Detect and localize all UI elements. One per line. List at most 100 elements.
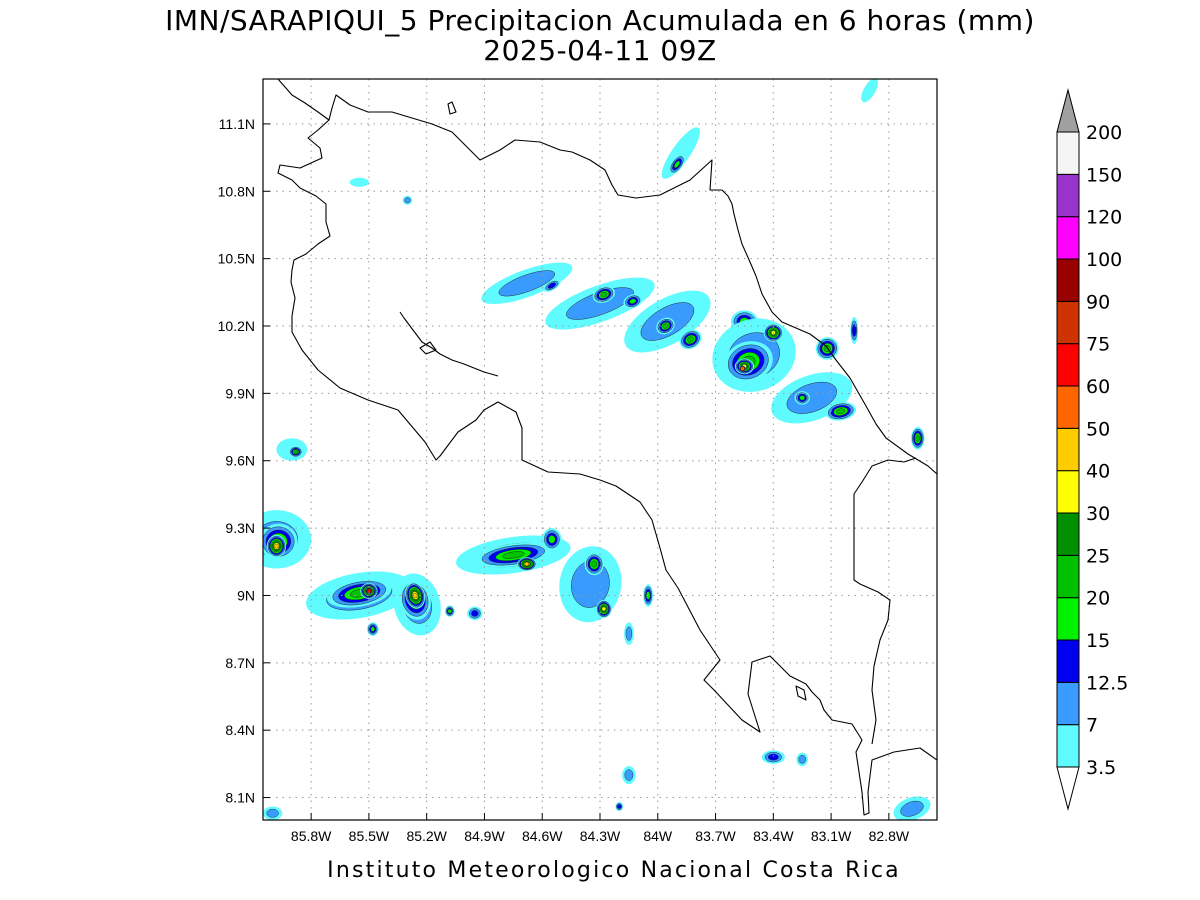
precip-contour-20 — [591, 560, 598, 568]
axis-tick-labels: 85.8W 85.5W 85.2W 84.9W 84.6W 84.3W 84W 83.7W 83… — [218, 116, 910, 844]
lat-tick-label: 9.3N — [225, 520, 255, 536]
precip-cell — [596, 599, 612, 618]
colorbar-label: 12.5 — [1086, 672, 1128, 694]
precip-contour-15 — [645, 591, 651, 600]
colorbar-swatch — [1056, 681, 1080, 726]
precip-cell — [911, 427, 925, 450]
precip-contour-40 — [524, 561, 530, 567]
colorbar-over-triangle — [1056, 88, 1080, 133]
precip-contour-3-5 — [349, 177, 369, 187]
panama-border — [853, 457, 917, 745]
precip-contour-7 — [900, 800, 924, 817]
precip-cell — [622, 766, 636, 785]
precip-cell — [615, 802, 624, 812]
colorbar-swatch — [1056, 216, 1080, 260]
precip-cell — [761, 750, 785, 764]
lon-tick-label: 83.4W — [753, 828, 794, 844]
lat-tick-label: 8.4N — [225, 722, 255, 738]
lon-tick-label: 85.8W — [291, 828, 332, 844]
precip-contour-20 — [687, 336, 694, 343]
colorbar-swatch — [1056, 258, 1080, 302]
map-title-line1: IMN/SARAPIQUI_5 Precipitacion Acumulada … — [165, 4, 1035, 37]
lat-tick-label: 10.8N — [218, 183, 255, 199]
island-north — [447, 101, 457, 115]
colorbar-swatch — [1056, 300, 1080, 345]
precip-contour-7 — [625, 626, 633, 641]
map-plot-area — [262, 78, 938, 821]
caribbean-coast — [721, 189, 937, 475]
colorbar-label: 40 — [1086, 461, 1110, 483]
colorbar-label: 60 — [1086, 376, 1110, 398]
precip-cell — [592, 286, 616, 303]
precip-contour-7 — [624, 769, 634, 781]
precip-contour-20 — [600, 291, 608, 298]
lat-tick-label: 8.7N — [225, 655, 255, 671]
precip-contour-20 — [915, 434, 920, 442]
colorbar-swatch — [1056, 639, 1080, 683]
colorbar-swatch — [1056, 554, 1080, 599]
lon-tick-label: 84.3W — [580, 828, 621, 844]
colorbar-swatch — [1056, 470, 1080, 514]
precip-cell — [643, 584, 653, 607]
precip-contour-20 — [662, 323, 669, 329]
precip-cell — [405, 582, 426, 609]
precip-cell — [825, 402, 856, 421]
precip-cell — [365, 587, 372, 595]
colorbar: 3.5 7 12.5 15 20 25 30 40 50 60 75 90 100 120 150 200 — [1056, 88, 1128, 811]
precip-cell — [517, 557, 537, 571]
lat-tick-label: 10.2N — [218, 318, 255, 334]
precip-cell — [467, 606, 483, 621]
precip-contour-7 — [404, 197, 411, 204]
colorbar-label: 200 — [1086, 122, 1122, 144]
precip-contour-50 — [740, 366, 745, 371]
lat-tick-label: 9N — [237, 587, 255, 603]
colorbar-label: 30 — [1086, 503, 1110, 525]
precip-contour-12-5 — [547, 282, 556, 289]
colorbar-label: 20 — [1086, 588, 1110, 610]
colorbar-label: 90 — [1086, 291, 1110, 313]
colorbar-swatch — [1056, 173, 1080, 218]
precip-cell — [481, 262, 573, 305]
precip-contour-40 — [274, 543, 279, 549]
precip-contour-20 — [502, 551, 525, 559]
precip-contour-7 — [498, 270, 556, 297]
precip-contour-40 — [412, 592, 418, 599]
colorbar-swatch — [1056, 385, 1080, 429]
precip-cell — [679, 329, 702, 350]
precip-contour-12-5 — [767, 753, 779, 761]
credit-text: Instituto Meteorologico Nacional Costa R… — [327, 858, 901, 883]
precip-cell — [624, 622, 634, 645]
precip-contour-20 — [836, 408, 846, 415]
precip-cell — [263, 806, 283, 820]
colorbar-swatch — [1056, 597, 1080, 641]
coastlines — [277, 79, 937, 816]
precip-cell — [542, 528, 562, 551]
gulf-of-nicoya-coast — [399, 311, 499, 377]
lat-lon-grid — [263, 79, 937, 820]
colorbar-swatch — [1056, 343, 1080, 387]
precip-cell — [623, 294, 643, 309]
precip-contour-7 — [786, 381, 837, 414]
precip-contour-15 — [370, 626, 375, 632]
precip-contour-7 — [798, 755, 806, 764]
lon-tick-label: 84.9W — [464, 828, 505, 844]
precip-cell — [656, 317, 675, 335]
precip-cell — [543, 279, 561, 292]
precip-contour-60 — [366, 588, 372, 594]
island-gulf — [419, 341, 437, 355]
colorbar-label: 50 — [1086, 418, 1110, 440]
precip-cell — [444, 605, 455, 617]
colorbar-swatch — [1056, 131, 1080, 175]
colorbar-swatch — [1056, 427, 1080, 472]
colorbar-swatch — [1056, 724, 1080, 768]
colorbar-under-triangle — [1056, 766, 1080, 811]
colorbar-label: 7 — [1086, 715, 1098, 737]
lon-tick-label: 85.2W — [406, 828, 447, 844]
lat-tick-label: 9.6N — [225, 453, 255, 469]
precip-cell — [349, 177, 369, 187]
precip-cell — [402, 195, 413, 205]
lon-tick-label: 84W — [643, 828, 673, 844]
colorbar-label: 150 — [1086, 164, 1122, 186]
lon-tick-label: 85.5W — [349, 828, 390, 844]
lat-tick-label: 9.9N — [225, 385, 255, 401]
